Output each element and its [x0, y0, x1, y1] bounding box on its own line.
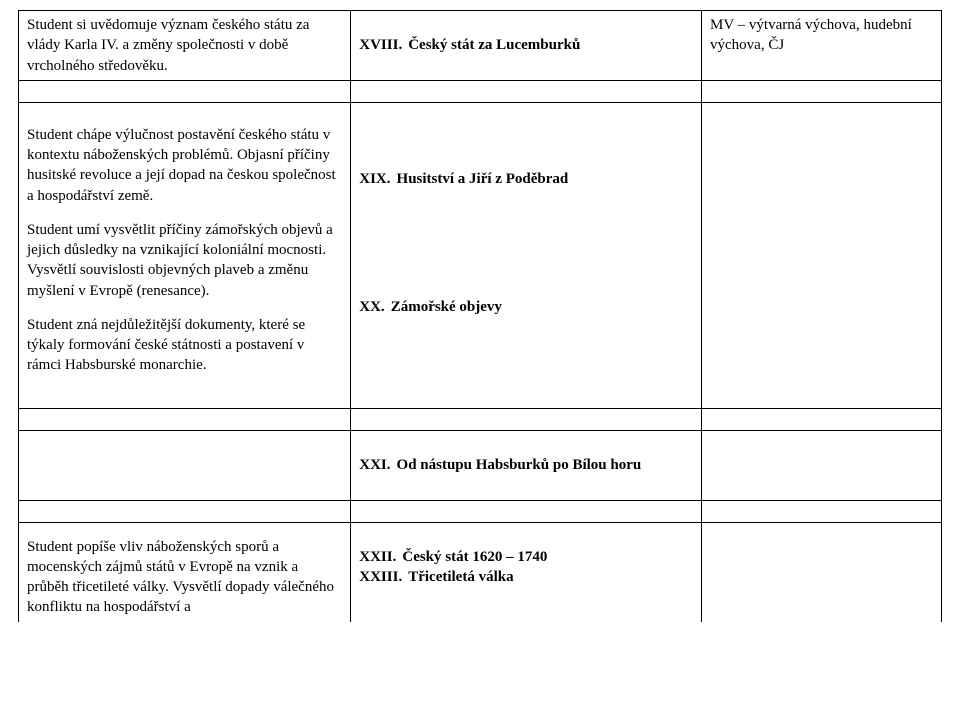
outcome-text: Student zná nejdůležitější dokumenty, kt… [27, 315, 342, 376]
table-row [19, 80, 942, 102]
topic-number: XXI. [359, 455, 390, 475]
cell-links [702, 430, 942, 500]
cell-topic: XVIII. Český stát za Lucemburků [351, 11, 702, 81]
topic-number: XIX. [359, 169, 390, 189]
topic-number: XXII. [359, 547, 396, 567]
cell-outcome [19, 430, 351, 500]
topic-text: Husitství a Jiří z Poděbrad [397, 169, 569, 189]
cell-topic: XXII. Český stát 1620 – 1740 XXIII. Třic… [351, 522, 702, 622]
topic-text: Třicetiletá válka [408, 567, 513, 587]
cell-links [702, 522, 942, 622]
topic-number: XXIII. [359, 567, 402, 587]
topic-number: XVIII. [359, 35, 402, 55]
table-row [19, 500, 942, 522]
table-row: Student chápe výlučnost postavění českéh… [19, 102, 942, 408]
outcome-text: Student si uvědomuje význam českého stát… [27, 17, 309, 74]
cell-outcome: Student popíše vliv náboženských sporů a… [19, 522, 351, 622]
table-row: XXI. Od nástupu Habsburků po Bílou horu [19, 430, 942, 500]
cell-outcome: Student si uvědomuje význam českého stát… [19, 11, 351, 81]
cell-links: MV – výtvarná výchova, hudební výchova, … [702, 11, 942, 81]
topic-text: Od nástupu Habsburků po Bílou horu [397, 455, 642, 475]
topic-text: Zámořské objevy [391, 297, 502, 317]
outcome-text: Student popíše vliv náboženských sporů a… [27, 539, 334, 616]
curriculum-table: Student si uvědomuje význam českého stát… [18, 10, 942, 622]
table-row: Student popíše vliv náboženských sporů a… [19, 522, 942, 622]
topic-text: Český stát za Lucemburků [408, 35, 580, 55]
outcome-text: Student chápe výlučnost postavění českéh… [27, 125, 342, 206]
topic-text: Český stát 1620 – 1740 [402, 547, 547, 567]
topic-number: XX. [359, 297, 384, 317]
outcome-text: Student umí vysvětlit příčiny zámořských… [27, 220, 342, 301]
cell-topic: XIX. Husitství a Jiří z Poděbrad XX. Zám… [351, 102, 702, 408]
cell-links [702, 102, 942, 408]
table-row: Student si uvědomuje význam českého stát… [19, 11, 942, 81]
cell-topic: XXI. Od nástupu Habsburků po Bílou horu [351, 430, 702, 500]
cell-outcome: Student chápe výlučnost postavění českéh… [19, 102, 351, 408]
links-text: MV – výtvarná výchova, hudební výchova, … [710, 17, 912, 53]
table-row [19, 408, 942, 430]
